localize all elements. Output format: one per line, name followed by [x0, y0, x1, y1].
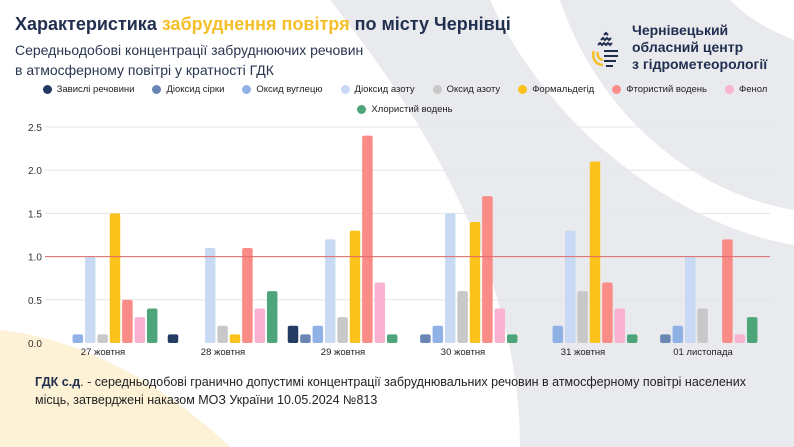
bar-4: [217, 325, 228, 343]
bar-8: [506, 334, 518, 343]
bar-3: [684, 256, 696, 343]
bar-3: [444, 213, 456, 343]
legend-item: Формальдегід: [518, 84, 594, 95]
bar-6: [122, 299, 133, 343]
legend-item: Хлористий водень: [357, 104, 453, 115]
legend-dot-icon: [152, 85, 162, 94]
bar-chart: 0.0 0.5 1.0 1.5 2.0 2.5 27 жовтня 28 жовтня 29 ж…: [28, 123, 770, 358]
page-subtitle: Середньодобові концентрації забруднюючих…: [15, 42, 364, 78]
bar-0: [167, 334, 179, 343]
legend-dot-icon: [357, 105, 367, 114]
legend-item: Оксид вуглецю: [242, 84, 323, 95]
bar-4: [577, 291, 588, 343]
legend-dot-icon: [432, 85, 442, 94]
bar-8: [746, 317, 758, 343]
bar-1: [420, 334, 431, 343]
bar-3: [324, 239, 336, 343]
legend-dot-icon: [724, 85, 734, 94]
legend-label: Завислі речовини: [56, 84, 135, 95]
legend-item: Фтористий водень: [612, 84, 707, 95]
bar-6: [242, 247, 253, 343]
bar-4: [457, 291, 468, 343]
bar-5: [469, 222, 481, 343]
legend-label: Формальдегід: [532, 84, 595, 95]
bar-2: [552, 325, 564, 343]
bar-7: [374, 282, 386, 343]
bar-3: [84, 256, 96, 343]
bar-8: [266, 291, 278, 343]
bar-2: [432, 325, 444, 343]
bar-2: [312, 325, 324, 343]
title-highlight: забруднення повітря: [161, 14, 350, 34]
x-tick-label: 01 листопада: [673, 347, 733, 358]
bar-1: [660, 334, 671, 343]
legend-dot-icon: [42, 85, 52, 94]
bar-8: [386, 334, 398, 343]
y-tick-label: 0.5: [28, 296, 42, 307]
legend-item: Діоксид азоту: [340, 84, 415, 95]
x-tick-label: 30 жовтня: [441, 347, 485, 358]
bar-6: [602, 282, 613, 343]
legend-label: Діоксид сірки: [166, 84, 225, 95]
legend-dot-icon: [612, 85, 622, 94]
legend-label: Фенол: [738, 84, 768, 95]
bar-8: [626, 334, 638, 343]
bar-3: [204, 247, 216, 343]
y-tick-label: 0.0: [28, 339, 42, 350]
x-tick-label: 28 жовтня: [201, 347, 245, 358]
bar-0: [287, 325, 299, 343]
legend-label: Оксид вуглецю: [256, 84, 323, 95]
bar-6: [482, 196, 493, 343]
legend-dot-icon: [518, 85, 528, 94]
water-drop-logo-icon: [591, 31, 618, 67]
legend-item: Діоксид сірки: [152, 84, 224, 95]
logo-line2: обласний центр: [632, 39, 744, 55]
logo-line3: з гідрометеорології: [632, 56, 768, 72]
y-tick-label: 1.0: [28, 253, 42, 264]
y-tick-label: 2.0: [28, 166, 42, 177]
bar-2: [72, 334, 84, 343]
bar-5: [109, 213, 121, 343]
footnote-text: . - середньодобові гранично допустимі ко…: [35, 375, 746, 407]
x-tick-label: 27 жовтня: [81, 347, 125, 358]
y-tick-label: 1.5: [28, 209, 42, 220]
bar-7: [494, 308, 506, 343]
y-tick-label: 2.5: [28, 123, 42, 134]
legend-item: Оксид азоту: [432, 84, 501, 95]
bar-5: [349, 230, 361, 343]
legend-item: Завислі речовини: [42, 84, 135, 95]
legend-dot-icon: [340, 85, 350, 94]
page-title: Характеристика забруднення повітря по мі…: [15, 14, 511, 34]
bar-6: [362, 135, 373, 343]
legend-label: Фтористий водень: [626, 84, 707, 95]
logo-line1: Чернівецький: [632, 22, 729, 38]
legend-dot-icon: [242, 85, 252, 94]
bar-4: [97, 334, 108, 343]
bar-7: [134, 317, 146, 343]
x-tick-label: 29 жовтня: [321, 347, 365, 358]
bar-1: [300, 334, 311, 343]
bar-6: [722, 239, 733, 343]
x-tick-label: 31 жовтня: [561, 347, 605, 358]
legend-label: Хлористий водень: [371, 104, 453, 115]
chart-legend: Завислі речовини Діоксид сірки Оксид вугле…: [40, 84, 770, 115]
footnote-term: ГДК с.д: [35, 375, 81, 389]
bar-7: [734, 334, 746, 343]
bar-4: [337, 317, 348, 343]
footnote: ГДК с.д. - середньодобові гранично допус…: [35, 373, 775, 409]
bar-5: [589, 161, 601, 343]
bar-3: [564, 230, 576, 343]
legend-label: Діоксид азоту: [354, 84, 415, 95]
legend-label: Оксид азоту: [446, 84, 501, 95]
bar-7: [254, 308, 266, 343]
bar-5: [229, 334, 241, 343]
bar-2: [672, 325, 684, 343]
bar-4: [697, 308, 708, 343]
bar-8: [146, 308, 158, 343]
legend-item: Фенол: [724, 84, 768, 95]
logo: Чернівецький обласний центр з гідрометеоро…: [590, 22, 767, 73]
bar-7: [614, 308, 626, 343]
